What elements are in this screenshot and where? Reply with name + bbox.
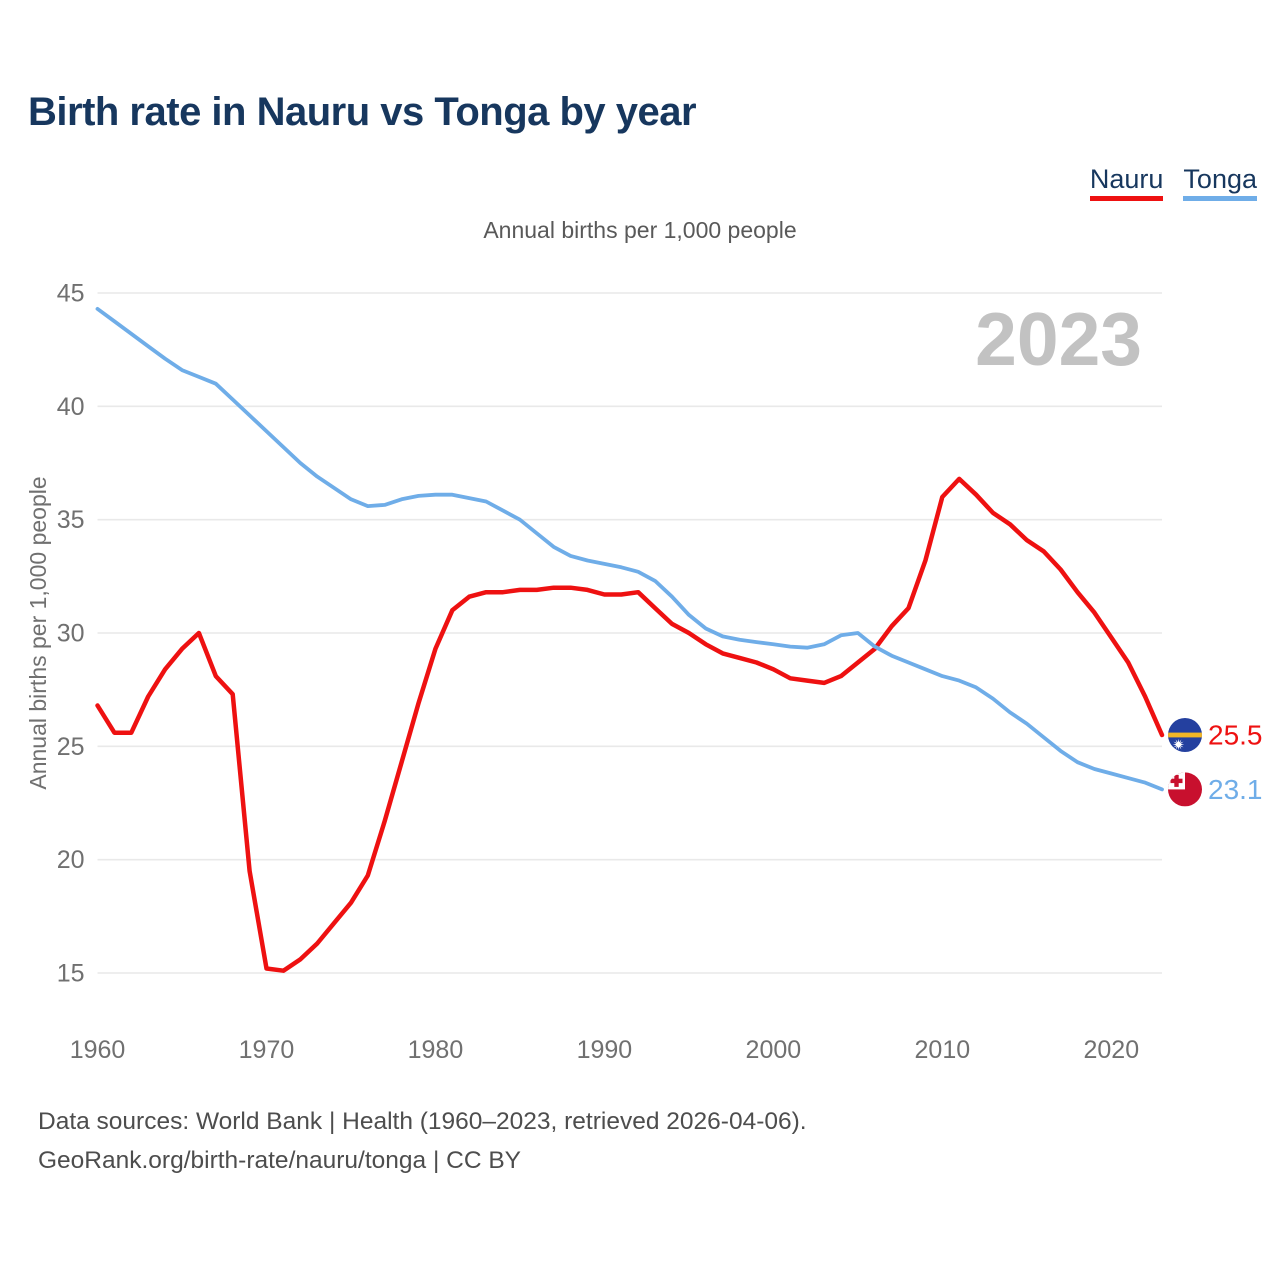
legend-label-nauru: Nauru — [1089, 164, 1164, 194]
chart-subtitle: Annual births per 1,000 people — [483, 217, 797, 243]
y-tick-label-45: 45 — [57, 280, 85, 308]
tonga-legend-underline — [1183, 196, 1257, 201]
legend-item-tonga[interactable]: Tonga — [1183, 164, 1257, 201]
data-sources-line: Data sources: World Bank | Health (1960–… — [38, 1108, 807, 1135]
tonga-flag-icon — [1168, 772, 1202, 807]
y-tick-label-40: 40 — [57, 393, 85, 421]
page-title: Birth rate in Nauru vs Tonga by year — [28, 90, 697, 134]
tonga-end-value: 23.1 — [1208, 774, 1263, 805]
nauru-line — [95, 476, 1165, 973]
x-tick-label-2020: 2020 — [1083, 1036, 1139, 1064]
nauru-legend-underline — [1089, 196, 1164, 201]
x-tick-label-2000: 2000 — [746, 1036, 802, 1064]
nauru-flag-icon — [1168, 718, 1202, 752]
x-tick-label-1980: 1980 — [408, 1036, 464, 1064]
legend: Nauru Tonga — [1089, 164, 1257, 201]
watermark-year: 2023 — [975, 297, 1142, 381]
x-tick-label-1990: 1990 — [577, 1036, 633, 1064]
y-tick-label-15: 15 — [57, 960, 85, 988]
y-tick-label-30: 30 — [57, 620, 85, 648]
y-tick-label-35: 35 — [57, 506, 85, 534]
tonga-line — [95, 306, 1164, 792]
y-tick-label-25: 25 — [57, 733, 85, 761]
y-tick-label-20: 20 — [57, 846, 85, 874]
x-tick-label-2010: 2010 — [915, 1036, 971, 1064]
y-axis-title: Annual births per 1,000 people — [25, 476, 51, 789]
legend-item-nauru[interactable]: Nauru — [1089, 164, 1164, 201]
attribution-line: GeoRank.org/birth-rate/nauru/tonga | CC … — [38, 1147, 522, 1174]
footer: Data sources: World Bank | Health (1960–… — [38, 1102, 807, 1180]
legend-label-tonga: Tonga — [1183, 164, 1257, 194]
x-tick-label-1970: 1970 — [239, 1036, 295, 1064]
x-tick-label-1960: 1960 — [70, 1036, 126, 1064]
nauru-end-value: 25.5 — [1208, 720, 1263, 751]
